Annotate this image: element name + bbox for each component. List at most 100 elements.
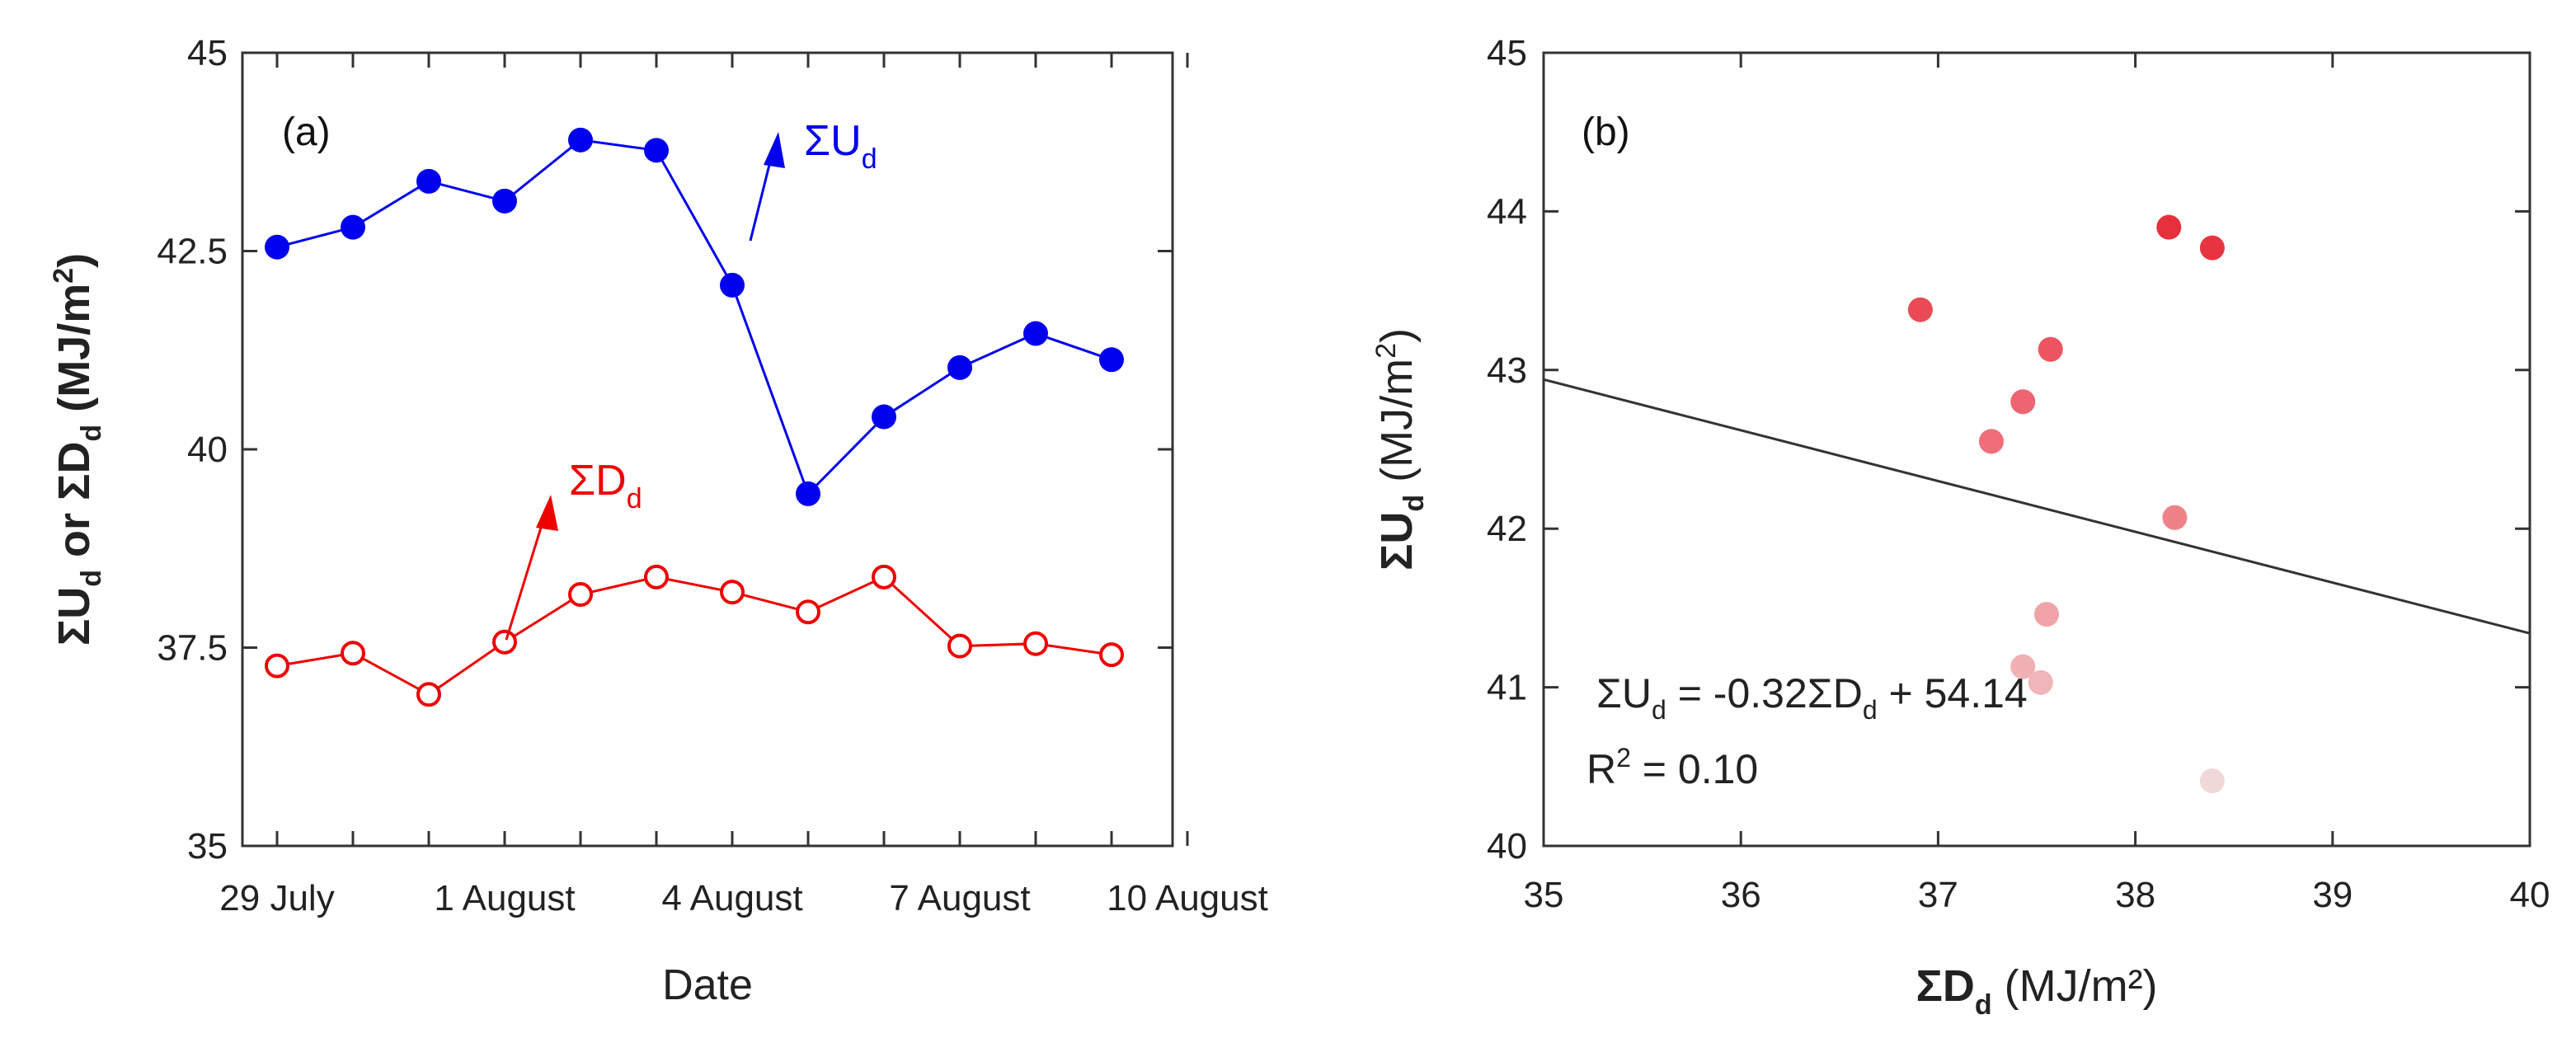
a-xtick-label: 1 August [434, 878, 575, 918]
d-arrow-head [536, 495, 558, 531]
b-ylab-main: ΣU [1372, 512, 1422, 571]
a-xtick-label: 29 July [219, 878, 334, 918]
a-point-u [720, 272, 745, 298]
b-ytick-label: 42 [1487, 509, 1527, 549]
a-ytick-label: 35 [187, 826, 228, 867]
a-point-u [947, 355, 972, 380]
u-series-label-sub: d [862, 143, 877, 175]
a-point-d [1023, 631, 1048, 656]
u-series-arrow [749, 132, 785, 242]
b-scatter-point [2033, 602, 2059, 627]
a-point-u [341, 214, 365, 240]
b-ylab-sup: 2 [1370, 343, 1402, 359]
panel-b-y-axis-label: ΣUd (MJ/m2) [1370, 328, 1430, 571]
b-xtick-label: 39 [2312, 875, 2353, 915]
a-xtick-label: 4 August [661, 878, 802, 918]
panel-a-y-axis-label: ΣUd or ΣDd (MJ/m2) [48, 253, 107, 646]
panel-b-plot-area [1542, 51, 2531, 848]
d-series-label: ΣDd [569, 457, 642, 514]
b-scatter-point [2162, 505, 2188, 530]
panel-b-y-ticks: 40 41 42 43 44 45 [1487, 33, 2530, 867]
panel-b-fit-line [1543, 378, 2531, 635]
panel-a-line-chart: 35 37.5 40 42.5 45 29 July 1 August 4 August 7 … [48, 33, 1268, 1009]
panel-b-label: (b) [1582, 110, 1630, 154]
a-series-line-u [276, 139, 1112, 496]
b-ytick-label: 41 [1487, 668, 1527, 708]
a-point-u [568, 127, 593, 153]
a-ytick-label: 45 [187, 33, 228, 73]
a-point-d [265, 653, 289, 679]
a-ytick-label: 37.5 [157, 628, 228, 669]
a-ytick-label: 40 [187, 430, 228, 470]
b-scatter-point [2199, 235, 2225, 261]
panel-a-series-lines [276, 139, 1112, 697]
panel-a-x-axis-label: Date [662, 961, 753, 1009]
a-ylab-sigma2: Σ [49, 474, 99, 500]
a-point-d [416, 682, 441, 707]
eq-mid: = -0.32 [1666, 670, 1807, 716]
panel-a-y-ticks: 35 37.5 40 42.5 45 [157, 33, 1173, 867]
a-point-d [796, 599, 820, 625]
panel-b-x-axis-label: ΣDd (MJ/m²) [1916, 961, 2157, 1021]
b-ytick-label: 44 [1487, 191, 1527, 232]
a-point-d [720, 580, 745, 605]
u-series-label: ΣUd [804, 117, 877, 175]
panel-a-plot-area [241, 51, 1174, 848]
a-point-u [872, 404, 896, 430]
a-ylab-u: U [49, 587, 99, 619]
a-point-u [1023, 321, 1048, 346]
r2-main: R [1586, 746, 1616, 792]
b-xlab-sub: d [1975, 989, 1992, 1021]
r2-sup: 2 [1616, 743, 1631, 773]
d-series-label-main: ΣD [569, 457, 627, 505]
eq-lhs-main: ΣU [1596, 670, 1652, 716]
b-ylab-close: ) [1372, 328, 1422, 343]
a-point-d [947, 633, 972, 659]
a-point-d [341, 641, 365, 666]
b-xtick-label: 35 [1524, 875, 1564, 915]
b-regression-line [1543, 378, 2531, 635]
b-ylab-units: (MJ/m [1372, 359, 1422, 495]
a-ylab-or: or [49, 500, 99, 570]
b-xtick-label: 37 [1918, 875, 1958, 915]
d-series-label-sub: d [627, 483, 642, 514]
b-ytick-label: 43 [1487, 350, 1527, 391]
a-point-u [265, 234, 289, 260]
a-point-u [644, 138, 669, 163]
d-series-arrow [505, 495, 558, 641]
a-ylab-sub-d2: d [76, 425, 107, 442]
b-scatter-point [1978, 429, 2004, 454]
eq-tail: + 54.14 [1878, 670, 2028, 716]
b-scatter-point [2010, 389, 2036, 415]
panel-b-scatter-points [1907, 214, 2225, 794]
b-xtick-label: 36 [1721, 875, 1761, 915]
b-scatter-point [2156, 214, 2182, 240]
a-point-u [416, 168, 441, 194]
a-point-d [872, 564, 896, 589]
b-scatter-point [2028, 669, 2053, 695]
u-arrow-head [764, 132, 785, 168]
b-xtick-label: 40 [2510, 875, 2550, 915]
b-xtick-label: 38 [2115, 875, 2155, 915]
a-ylab-sup: 2 [48, 268, 79, 284]
a-series-line-d [276, 575, 1112, 697]
panel-a-series-points [265, 127, 1124, 707]
a-point-d [568, 582, 593, 608]
eq-rhs-main: ΣD [1807, 670, 1863, 716]
regression-equation: ΣUd = -0.32ΣDd + 54.14 [1596, 670, 2028, 725]
panel-a-x-ticks: 29 July 1 August 4 August 7 August 10 August [219, 53, 1268, 918]
d-arrow-line [505, 505, 549, 641]
a-xtick-label: 7 August [889, 878, 1030, 918]
a-ylab-sigma: Σ [49, 619, 99, 646]
eq-lhs-sub: d [1652, 695, 1666, 725]
b-ytick-label: 40 [1487, 826, 1527, 867]
panel-b-x-ticks: 35 36 37 38 39 40 [1524, 53, 2550, 915]
r-squared: R2 = 0.10 [1586, 743, 1758, 792]
a-point-d [1099, 642, 1124, 668]
a-ylab-d: D [49, 442, 99, 474]
a-ylab-sub-d: d [76, 570, 107, 587]
a-point-d [492, 629, 517, 655]
u-series-label-main: ΣU [804, 117, 862, 165]
b-scatter-point [2010, 654, 2036, 679]
